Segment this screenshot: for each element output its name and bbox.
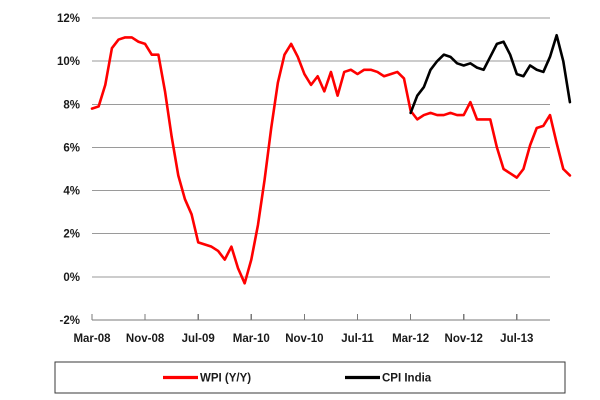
x-axis-tick-labels: Mar-08 Nov-08 Jul-09 Mar-10 Nov-10 Jul-11 Mar-… [73,333,533,345]
x-axis-tick-label: Jul-13 [500,333,533,345]
series-line-wpi-y-y [90,36,572,285]
y-axis-tick-label: 8% [63,99,80,111]
y-axis-tick-label: 10% [57,56,80,68]
x-axis-tick-label: Jul-09 [182,333,215,345]
y-axis-tick-label: 4% [63,186,80,198]
x-axis-tick-label: Nov-10 [285,333,323,345]
x-axis-tick-label: Mar-08 [73,333,111,345]
legend-label: WPI (Y/Y) [200,373,251,385]
y-axis-tick-label: 12% [57,13,80,25]
data-series [90,33,572,285]
gridlines [92,17,550,321]
series-line-cpi-india [409,33,572,115]
legend-label: CPI India [382,373,432,385]
x-axis-tick-label: Nov-12 [445,333,483,345]
x-axis-tick-label: Mar-12 [392,333,429,345]
legend-box [54,361,566,394]
y-axis-tick-label: -2% [60,315,80,327]
x-axis-tick-label: Nov-08 [126,333,165,345]
chart-legend: WPI (Y/Y) CPI India [54,361,566,394]
x-axis-tick-label: Jul-11 [341,333,374,345]
y-axis-tick-label: 6% [63,142,80,154]
y-axis-tick-labels: 12% 10% 8% 6% 4% 2% 0% -2% [57,13,80,327]
x-axis-tick-label: Mar-10 [233,333,270,345]
y-axis-tick-label: 2% [63,229,80,241]
x-axis [91,314,550,321]
y-axis-tick-label: 0% [63,272,80,284]
